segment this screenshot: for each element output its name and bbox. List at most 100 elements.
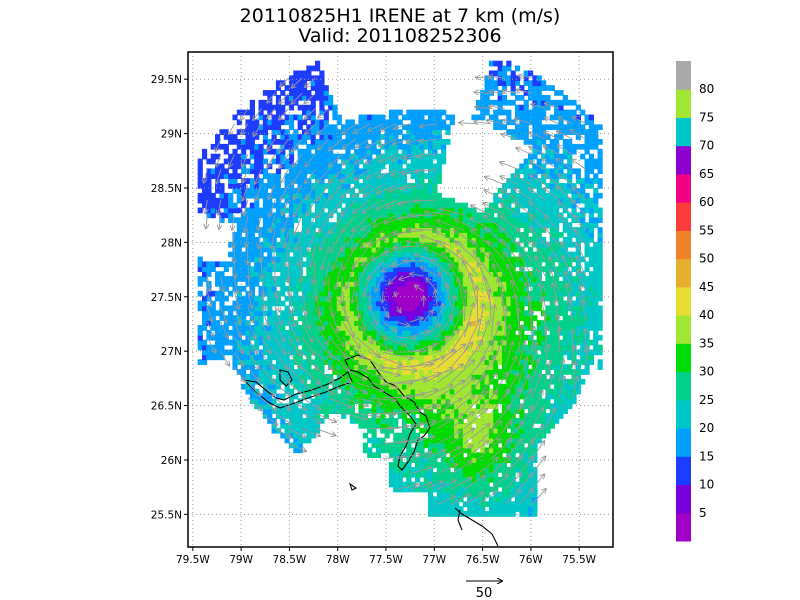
- wind-speed-cell: [297, 285, 303, 292]
- wind-speed-cell: [410, 266, 416, 273]
- wind-speed-cell: [571, 148, 577, 155]
- wind-speed-cell: [458, 452, 464, 459]
- wind-speed-cell: [497, 413, 503, 419]
- wind-speed-cell: [345, 168, 351, 175]
- wind-speed-cell: [397, 251, 403, 258]
- wind-speed-cell: [428, 511, 434, 517]
- wind-speed-cell: [358, 212, 364, 219]
- wind-speed-cell: [284, 192, 290, 199]
- wind-speed-cell: [349, 276, 355, 282]
- wind-speed-cell: [328, 320, 334, 326]
- wind-speed-cell: [280, 393, 286, 400]
- wind-speed-cell: [301, 276, 308, 282]
- wind-speed-cell: [232, 217, 238, 224]
- wind-speed-cell: [254, 158, 260, 165]
- wind-speed-cell: [388, 378, 395, 385]
- wind-speed-cell: [275, 232, 282, 238]
- wind-speed-cell: [510, 486, 516, 493]
- wind-speed-cell: [254, 168, 260, 175]
- wind-speed-cell: [419, 418, 425, 424]
- wind-speed-cell: [328, 168, 334, 175]
- wind-speed-cell: [345, 383, 351, 390]
- wind-speed-cell: [202, 148, 208, 155]
- wind-speed-cell: [528, 467, 534, 473]
- wind-speed-cell: [571, 300, 577, 307]
- wind-speed-cell: [249, 271, 255, 277]
- wind-speed-cell: [541, 383, 547, 390]
- wind-speed-cell: [484, 398, 490, 405]
- wind-speed-cell: [562, 339, 568, 346]
- wind-speed-cell: [519, 163, 525, 170]
- wind-speed-cell: [558, 290, 564, 297]
- wind-speed-cell: [584, 281, 590, 287]
- wind-speed-cell: [428, 413, 434, 419]
- wind-speed-cell: [384, 398, 390, 405]
- wind-speed-cell: [419, 241, 425, 248]
- wind-speed-cell: [423, 325, 429, 331]
- wind-speed-cell: [271, 281, 277, 287]
- wind-speed-cell: [593, 261, 599, 268]
- wind-speed-cell: [388, 369, 395, 375]
- wind-speed-cell: [419, 261, 425, 268]
- wind-speed-cell: [597, 320, 603, 326]
- wind-speed-cell: [375, 256, 382, 263]
- wind-speed-cell: [362, 349, 368, 356]
- wind-speed-cell: [562, 398, 568, 405]
- wind-speed-cell: [484, 339, 490, 346]
- wind-speed-cell: [245, 143, 251, 150]
- wind-speed-cell: [284, 178, 290, 184]
- wind-speed-cell: [275, 168, 282, 175]
- wind-speed-cell: [445, 427, 451, 434]
- wind-speed-cell: [410, 432, 416, 439]
- wind-speed-cell: [349, 271, 355, 277]
- wind-speed-cell: [567, 364, 573, 370]
- wind-speed-cell: [228, 320, 234, 326]
- wind-speed-cell: [523, 496, 529, 503]
- wind-speed-cell: [401, 173, 408, 179]
- wind-speed-cell: [423, 442, 429, 449]
- wind-speed-cell: [458, 271, 464, 277]
- wind-speed-cell: [575, 178, 581, 184]
- wind-speed-cell: [323, 359, 329, 366]
- wind-speed-cell: [254, 163, 260, 170]
- wind-speed-cell: [262, 266, 269, 273]
- wind-speed-cell: [293, 310, 299, 317]
- wind-speed-cell: [501, 285, 508, 292]
- wind-speed-cell: [445, 378, 451, 385]
- wind-speed-cell: [271, 139, 277, 145]
- wind-speed-cell: [523, 398, 529, 405]
- wind-speed-cell: [388, 310, 395, 317]
- wind-speed-cell: [488, 403, 495, 410]
- wind-speed-cell: [275, 178, 282, 184]
- wind-speed-cell: [419, 427, 425, 434]
- wind-speed-cell: [493, 295, 499, 302]
- wind-speed-cell: [319, 271, 325, 277]
- wind-speed-cell: [310, 413, 316, 419]
- wind-speed-cell: [523, 212, 529, 219]
- wind-speed-cell: [380, 217, 386, 224]
- wind-speed-cell: [323, 246, 329, 253]
- wind-speed-cell: [354, 148, 360, 155]
- wind-speed-cell: [315, 344, 321, 351]
- wind-speed-cell: [202, 300, 208, 307]
- wind-speed-cell: [410, 187, 416, 194]
- wind-speed-cell: [514, 354, 521, 361]
- wind-speed-cell: [528, 334, 534, 341]
- wind-speed-cell: [267, 344, 273, 351]
- wind-speed-cell: [301, 305, 308, 312]
- wind-speed-cell: [288, 378, 295, 385]
- wind-speed-cell: [323, 315, 329, 321]
- wind-speed-cell: [406, 329, 412, 336]
- wind-speed-cell: [549, 422, 555, 429]
- wind-speed-cell: [362, 442, 368, 449]
- wind-speed-cell: [536, 236, 542, 243]
- wind-speed-cell: [332, 222, 338, 228]
- wind-speed-cell: [410, 422, 416, 429]
- wind-speed-cell: [367, 266, 373, 273]
- wind-speed-cell: [441, 143, 447, 150]
- wind-speed-cell: [423, 236, 429, 243]
- wind-speed-cell: [454, 501, 460, 508]
- wind-speed-cell: [497, 251, 503, 258]
- wind-speed-cell: [519, 374, 525, 380]
- wind-speed-cell: [419, 290, 425, 297]
